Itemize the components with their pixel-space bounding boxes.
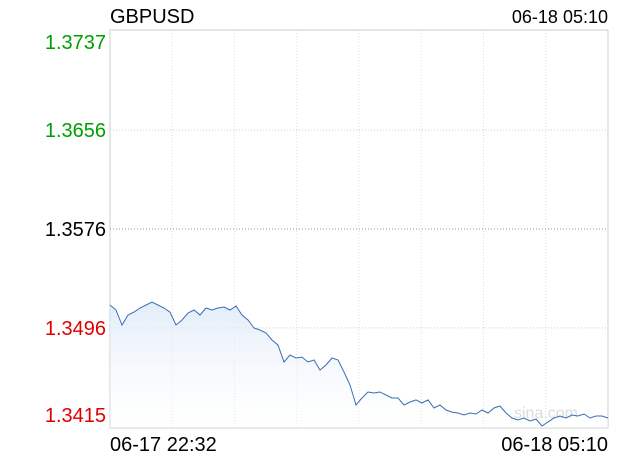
area [110,302,608,428]
chart-title: GBPUSD [110,6,194,28]
y-tick-label: 1.3576 [45,219,106,241]
y-tick-label: 1.3737 [45,32,106,54]
line [109,301,609,427]
x-tick-label: 06-17 22:32 [110,434,217,456]
x-tick-label: 06-18 05:10 [501,434,608,456]
timestamp: 06-18 05:10 [512,7,608,27]
y-tick-label: 1.3656 [45,120,106,142]
y-tick-label: 1.3496 [45,318,106,340]
y-tick-label: 1.3415 [45,405,106,427]
